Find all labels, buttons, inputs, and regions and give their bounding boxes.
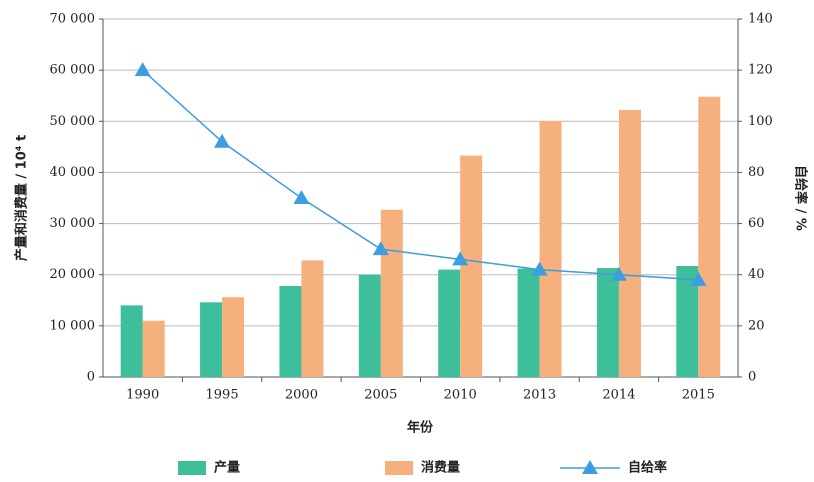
y2-tick-label: 20 (748, 318, 765, 333)
y2-tick-label: 60 (748, 216, 765, 231)
bar (358, 274, 381, 377)
bar (618, 110, 641, 377)
y-tick-label: 40 000 (50, 165, 96, 180)
y-tick-label: 50 000 (50, 114, 96, 129)
legend-label: 自给率 (628, 460, 667, 476)
bar (460, 155, 483, 377)
marker (610, 266, 627, 281)
line (142, 69, 699, 281)
bar (517, 268, 540, 377)
marker (690, 271, 707, 286)
y2-tick-label: 0 (748, 370, 756, 385)
y2-tick-label: 100 (748, 114, 773, 129)
y2-tick-label: 140 (748, 12, 773, 27)
x-tick-label: 2010 (444, 388, 477, 403)
bar (301, 260, 324, 377)
x-tick-label: 2000 (285, 388, 318, 403)
x-tick-label: 1995 (206, 388, 239, 403)
y-tick-label: 0 (87, 370, 95, 385)
bar (279, 285, 302, 377)
y-axis-label: 产量和消费量 / 10⁴ t (14, 135, 30, 261)
marker (372, 241, 389, 256)
legend-label: 产量 (214, 460, 240, 476)
x-tick-label: 1990 (126, 388, 159, 403)
y-tick-label: 30 000 (50, 216, 96, 231)
y2-tick-label: 120 (748, 63, 773, 78)
y2-tick-label: 40 (748, 267, 765, 282)
bar (539, 121, 562, 378)
y-tick-label: 70 000 (50, 12, 96, 27)
marker (134, 62, 151, 77)
legend-swatch (385, 461, 413, 475)
y2-axis-label: 自给率 / % (793, 165, 809, 231)
bar (698, 96, 721, 377)
y2-tick-label: 80 (748, 165, 765, 180)
x-axis-label: 年份 (407, 420, 434, 436)
marker (214, 133, 231, 148)
bar (438, 269, 461, 377)
bar (142, 320, 165, 377)
marker (452, 251, 469, 266)
x-tick-label: 2014 (602, 388, 635, 403)
bar (222, 297, 245, 377)
legend-marker (582, 460, 598, 474)
bar (596, 268, 619, 377)
bar (200, 302, 223, 377)
x-tick-label: 2015 (682, 388, 715, 403)
bar (120, 305, 143, 377)
y-tick-label: 60 000 (50, 63, 96, 78)
legend-label: 消费量 (421, 460, 460, 476)
x-tick-label: 2005 (364, 388, 397, 403)
bar (380, 209, 403, 377)
x-tick-label: 2013 (523, 388, 556, 403)
bar (676, 266, 699, 377)
legend-swatch (178, 461, 206, 475)
y-tick-label: 20 000 (50, 267, 96, 282)
marker (531, 261, 548, 276)
y-tick-label: 10 000 (50, 318, 96, 333)
marker (293, 190, 310, 204)
